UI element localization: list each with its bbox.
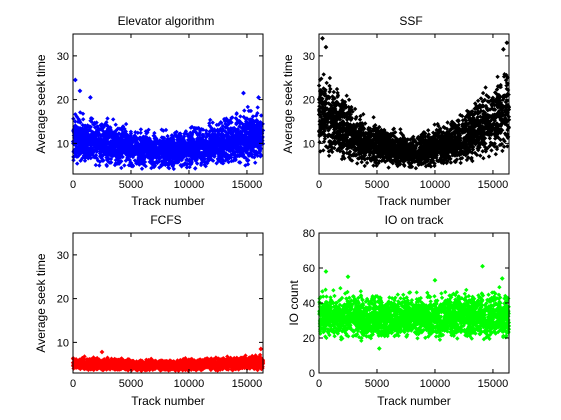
y-tick-label: 30: [303, 51, 315, 63]
x-tick-label: 15000: [232, 378, 263, 390]
scatter-point: [499, 276, 505, 281]
x-axis-label: Track number: [131, 194, 205, 208]
scatter-point: [241, 90, 246, 96]
plot-title: SSF: [399, 14, 422, 28]
x-axis-label: Track number: [377, 194, 451, 208]
axes-frame: [318, 33, 510, 175]
x-tick-label: 0: [70, 179, 76, 191]
x-tick-label: 10000: [420, 179, 451, 191]
x-tick-label: 5000: [119, 378, 143, 390]
plot-title: Elevator algorithm: [118, 14, 215, 28]
scatter-point: [99, 349, 105, 355]
x-tick-label: 0: [316, 378, 322, 390]
y-tick-label: 20: [57, 294, 69, 306]
y-tick-label: 10: [303, 138, 315, 150]
plot-title: IO on track: [385, 213, 445, 227]
scatter-point: [258, 346, 264, 352]
scatter-point-cloud: [316, 72, 512, 171]
y-tick-label: 40: [303, 298, 315, 310]
scatter-point-cloud: [70, 352, 266, 374]
scatter-point: [504, 40, 510, 46]
scatter-point: [480, 263, 485, 269]
scatter-point: [432, 277, 438, 283]
scatter-point: [323, 44, 329, 50]
scatter-point: [72, 77, 78, 83]
x-tick-label: 15000: [478, 179, 509, 191]
y-tick-label: 60: [303, 263, 315, 275]
scatter-point-cloud: [317, 285, 512, 343]
tick-labels: 0 5000 10000 15000 10 20 30: [57, 233, 263, 390]
scatter-points: [317, 263, 512, 351]
scatter-point: [77, 88, 83, 94]
x-tick-label: 15000: [478, 378, 509, 390]
y-axis-label: Average seek time: [34, 253, 48, 352]
io-subplot: IO on track 0 5000 10000 15000 0 20 40 60 80 Tra…: [287, 213, 512, 408]
x-tick-label: 0: [316, 179, 322, 191]
scatter-points: [70, 77, 266, 172]
y-tick-label: 10: [57, 138, 69, 150]
x-tick-label: 5000: [119, 179, 143, 191]
y-axis-label: Average seek time: [34, 54, 48, 153]
x-tick-label: 15000: [232, 179, 263, 191]
x-tick-label: 5000: [365, 378, 389, 390]
scatter-point: [256, 95, 261, 100]
scatter-point: [323, 269, 329, 274]
scatter-points: [316, 35, 512, 171]
y-tick-label: 80: [303, 228, 315, 240]
scatter-point: [87, 95, 93, 100]
scatter-point: [376, 346, 382, 351]
scatter-point: [345, 274, 351, 280]
y-axis-label: IO count: [287, 280, 301, 326]
y-tick-label: 20: [57, 95, 69, 107]
scatter-points: [70, 346, 266, 374]
y-tick-label: 30: [57, 51, 69, 63]
tick-labels: 0 5000 10000 15000 10 20 30: [57, 34, 263, 191]
x-axis-label: Track number: [377, 394, 451, 408]
x-tick-label: 10000: [420, 378, 451, 390]
scatter-point-cloud: [70, 104, 266, 172]
tick-labels: 0 5000 10000 15000 10 20 30: [303, 34, 509, 191]
scatter-point: [320, 35, 325, 41]
y-tick-label: 0: [309, 368, 315, 380]
y-tick-label: 20: [303, 333, 315, 345]
ssf-subplot: SSF 0 5000 10000 15000 10 20 30 Track number A…: [281, 14, 512, 208]
scatter-point: [500, 46, 506, 52]
x-tick-label: 0: [70, 378, 76, 390]
y-tick-label: 10: [57, 337, 69, 349]
x-tick-label: 10000: [174, 378, 205, 390]
x-tick-label: 10000: [174, 179, 205, 191]
y-tick-label: 30: [57, 250, 69, 262]
x-axis-label: Track number: [131, 394, 205, 408]
axes-frame: [72, 232, 264, 374]
y-tick-label: 20: [303, 95, 315, 107]
axes-frame: [72, 33, 264, 175]
plot-title: FCFS: [150, 213, 181, 227]
y-axis-label: Average seek time: [281, 54, 295, 153]
x-tick-label: 5000: [365, 179, 389, 191]
elevator-subplot: Elevator algorithm 0 5000 10000 15000 10 20 30…: [34, 14, 266, 208]
tick-labels: 0 5000 10000 15000 0 20 40 60 80: [303, 228, 509, 390]
